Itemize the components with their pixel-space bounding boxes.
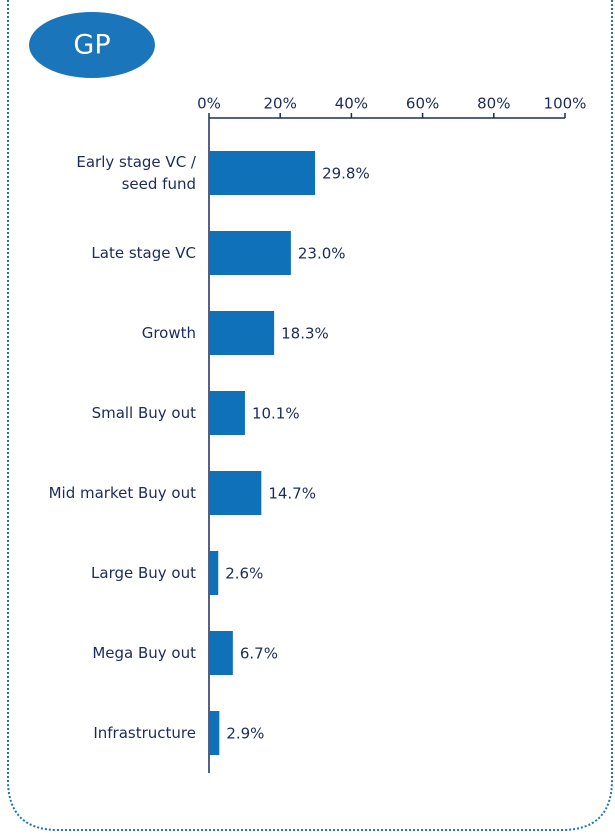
value-label: 29.8% xyxy=(322,165,370,183)
category-label: Growth xyxy=(141,324,196,342)
bar xyxy=(209,711,220,755)
x-tick-label: 0% xyxy=(197,95,221,113)
category-label: Infrastructure xyxy=(93,724,196,742)
category-label: Small Buy out xyxy=(91,404,196,422)
x-tick-label: 100% xyxy=(544,95,587,113)
x-tick-label: 80% xyxy=(477,95,510,113)
bar xyxy=(209,311,275,355)
value-label: 2.6% xyxy=(225,565,263,583)
value-label: 18.3% xyxy=(281,325,329,343)
bar xyxy=(209,551,219,595)
bar xyxy=(209,151,316,195)
category-label: Early stage VC / seed fund xyxy=(76,153,196,193)
category-label: Large Buy out xyxy=(91,564,196,582)
category-label: Late stage VC xyxy=(91,244,196,262)
bar xyxy=(209,231,291,275)
bar xyxy=(209,391,245,435)
value-label: 6.7% xyxy=(240,645,278,663)
x-tick-label: 60% xyxy=(406,95,439,113)
badge-label: GP xyxy=(73,30,110,61)
value-label: 23.0% xyxy=(298,245,346,263)
category-label: Mega Buy out xyxy=(92,644,196,662)
badge xyxy=(29,12,155,78)
value-label: 14.7% xyxy=(268,485,316,503)
x-tick-label: 20% xyxy=(264,95,297,113)
frame xyxy=(7,0,613,831)
value-label: 10.1% xyxy=(252,405,300,423)
x-tick-label: 40% xyxy=(335,95,368,113)
bar xyxy=(209,471,262,515)
value-label: 2.9% xyxy=(226,725,264,743)
bar xyxy=(209,631,233,675)
category-label: Mid market Buy out xyxy=(48,484,196,502)
